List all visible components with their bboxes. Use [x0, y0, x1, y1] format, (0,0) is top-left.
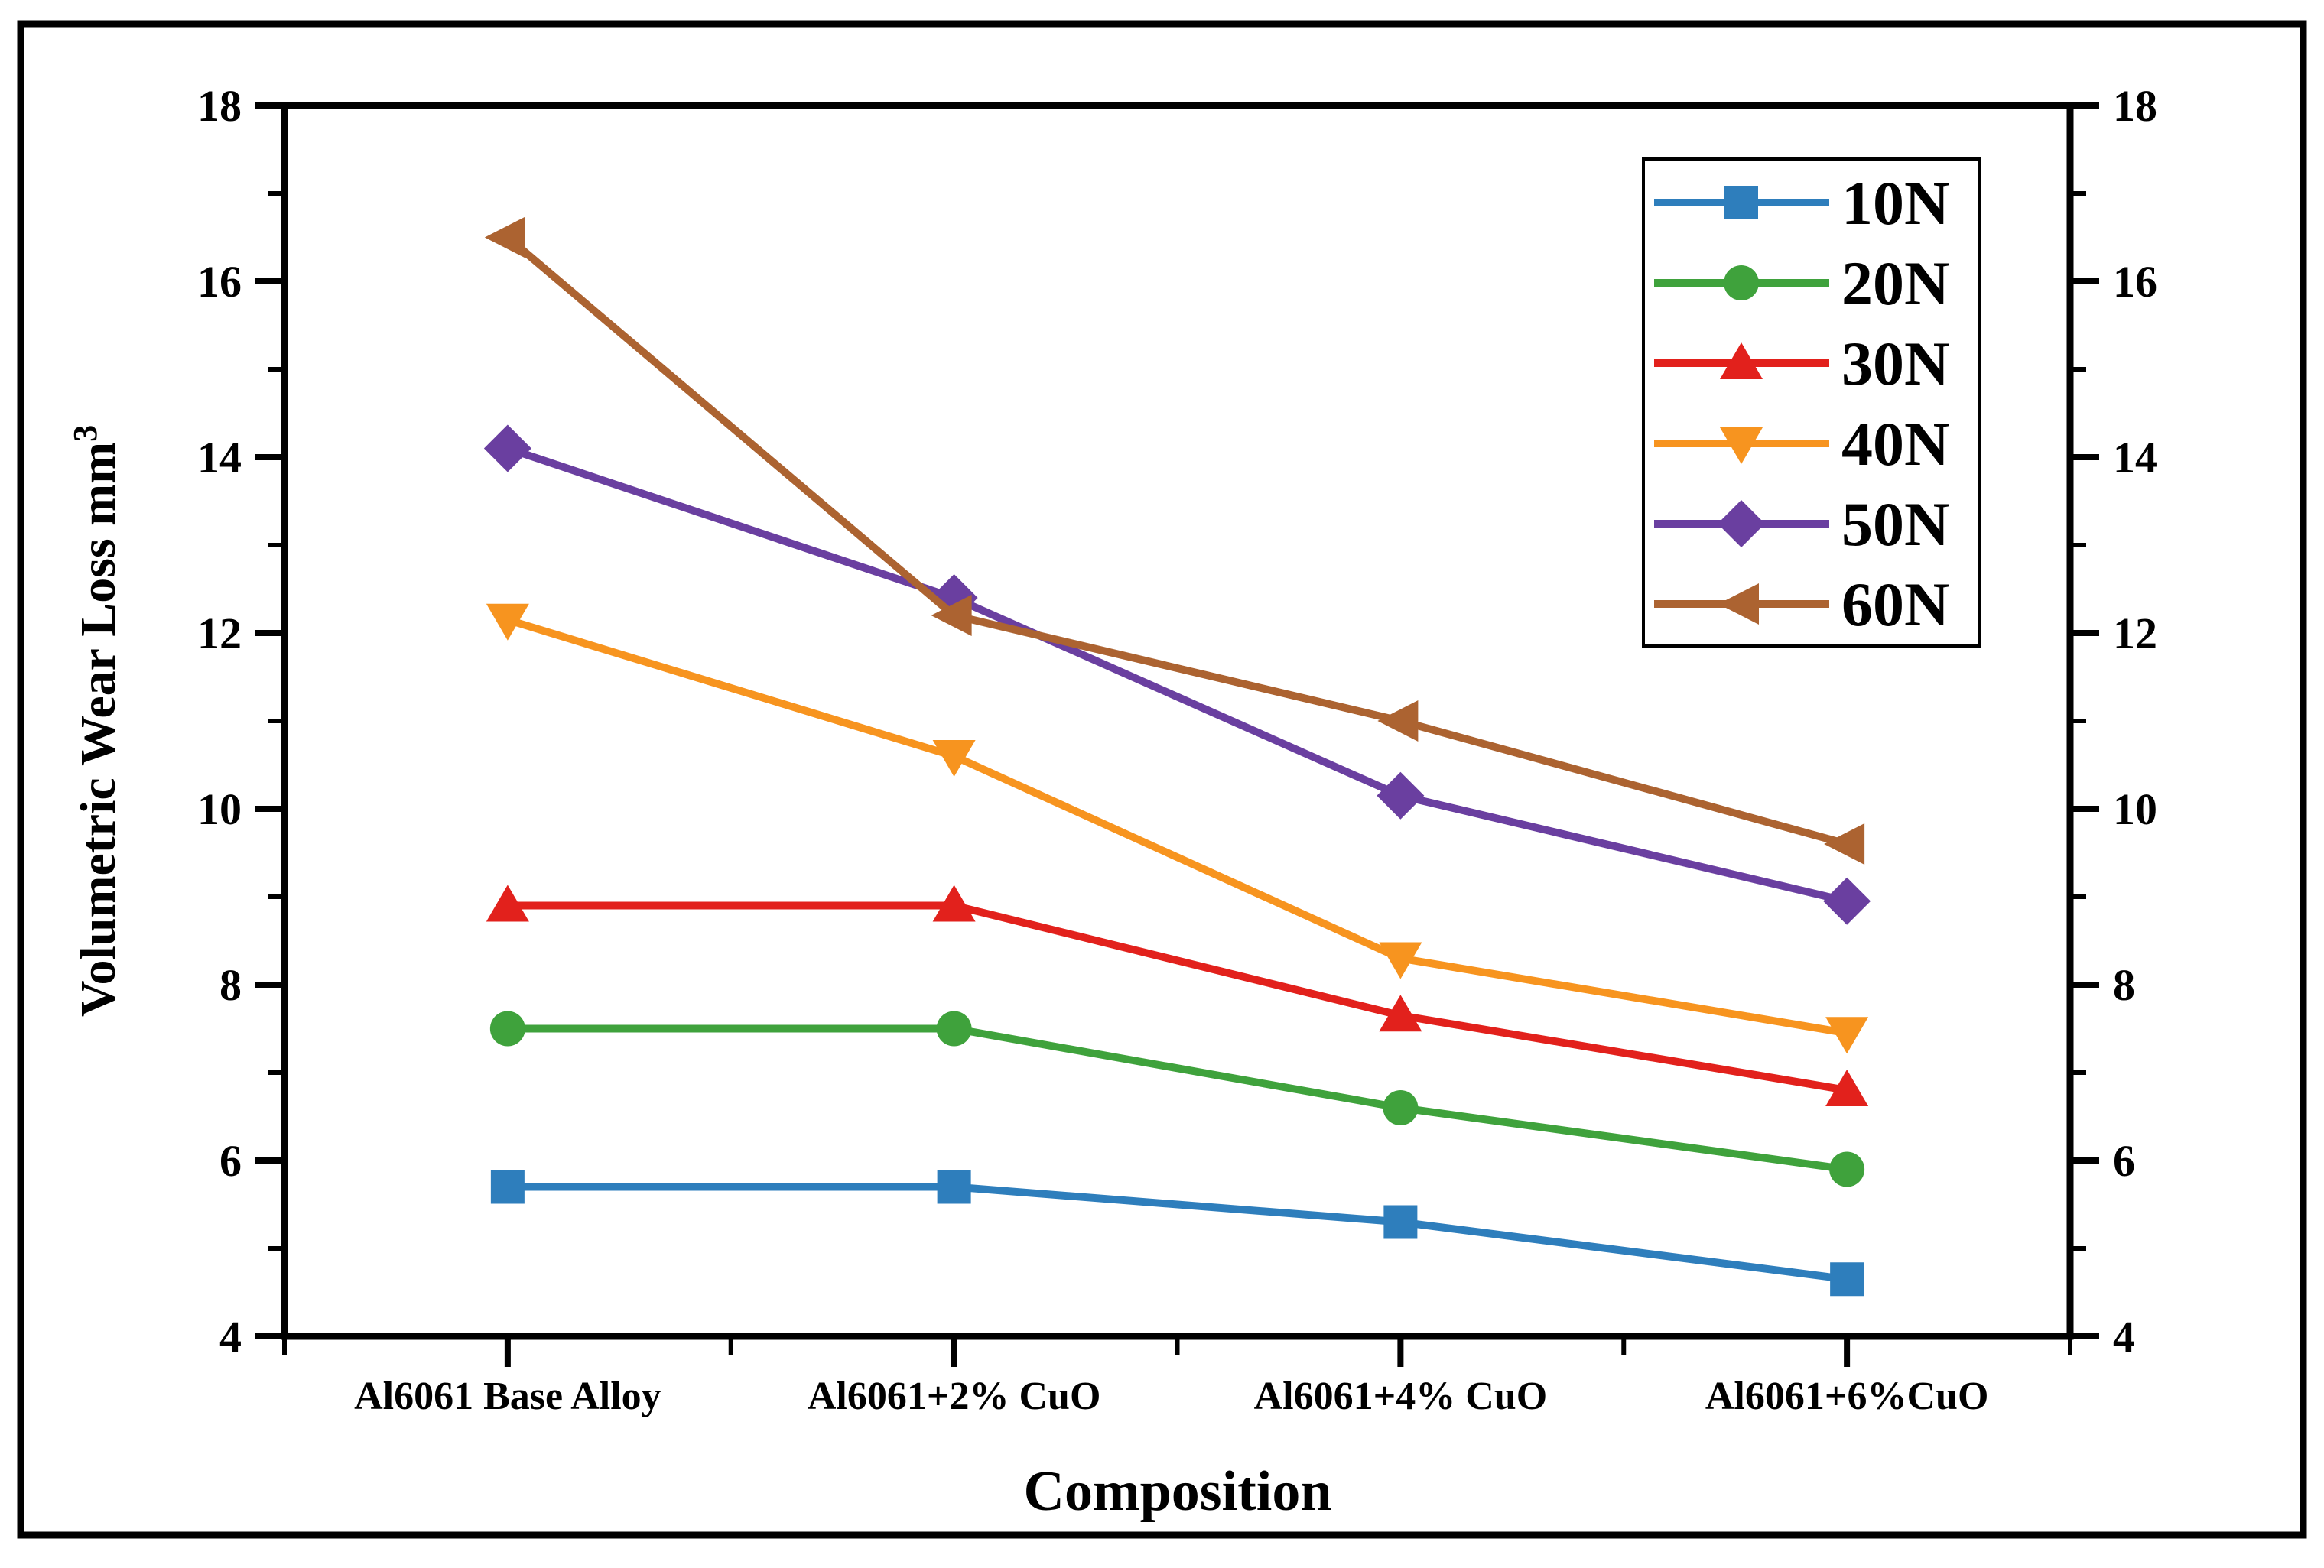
- y-tick-label-left: 10: [197, 784, 242, 834]
- data-point-marker: [1724, 186, 1758, 219]
- data-point-marker: [1720, 427, 1763, 464]
- series-40N: [486, 603, 1869, 1054]
- y-tick-label-left: 6: [219, 1136, 242, 1186]
- legend-entry-30N: 30N: [1654, 329, 1949, 398]
- legend-label: 40N: [1841, 409, 1949, 479]
- x-tick-label: Al6061+2% CuO: [808, 1375, 1101, 1418]
- legend-label: 10N: [1841, 168, 1949, 238]
- y-tick-label-right: 14: [2113, 433, 2157, 482]
- y-axis-title: Volumetric Wear Loss mm3: [67, 425, 126, 1017]
- legend-box: [1642, 157, 1981, 648]
- legend-entry-50N: 50N: [1654, 489, 1949, 559]
- y-axis-title-text: Volumetric Wear Loss mm: [70, 442, 126, 1017]
- series-line-60N: [505, 234, 1848, 848]
- data-point-marker: [1823, 877, 1871, 925]
- y-tick-label-left: 16: [197, 257, 242, 307]
- data-point-marker: [1829, 1151, 1865, 1187]
- x-tick-label: Al6061 Base Alloy: [354, 1375, 661, 1418]
- series-10N: [490, 1170, 1864, 1297]
- legend-label: 20N: [1841, 248, 1949, 318]
- data-point-marker: [931, 595, 972, 636]
- x-axis-title: Composition: [1024, 1460, 1332, 1523]
- data-point-marker: [490, 1170, 525, 1204]
- y-tick-label-left: 12: [197, 609, 242, 658]
- legend-entry-40N: 40N: [1654, 409, 1949, 479]
- series-20N: [489, 1011, 1865, 1187]
- y-tick-label-right: 12: [2113, 609, 2157, 658]
- series-60N: [484, 216, 1865, 865]
- legend-label: 30N: [1841, 329, 1949, 398]
- data-point-marker: [1383, 1205, 1418, 1239]
- data-point-marker: [932, 885, 976, 922]
- data-point-marker: [489, 1011, 525, 1047]
- data-point-marker: [1379, 942, 1422, 979]
- data-point-marker: [936, 1011, 972, 1047]
- data-point-marker: [483, 424, 531, 472]
- series-line-10N: [507, 1183, 1848, 1284]
- data-point-marker: [1824, 823, 1865, 865]
- data-point-marker: [1377, 700, 1419, 742]
- series-30N: [486, 885, 1869, 1106]
- data-point-marker: [1830, 1262, 1864, 1297]
- y-tick-label-right: 18: [2113, 81, 2157, 131]
- data-point-marker: [1718, 500, 1765, 547]
- y-tick-label-right: 16: [2113, 257, 2157, 307]
- y-tick-label-right: 6: [2113, 1136, 2135, 1186]
- data-point-marker: [486, 885, 529, 922]
- series-line-30N: [507, 901, 1848, 1094]
- legend-label: 50N: [1841, 489, 1949, 559]
- y-tick-label-left: 18: [197, 81, 242, 131]
- data-point-marker: [1724, 265, 1759, 300]
- y-tick-label-right: 8: [2113, 960, 2135, 1010]
- data-point-marker: [1718, 583, 1759, 625]
- data-point-marker: [484, 216, 525, 258]
- legend-label: 60N: [1841, 570, 1949, 639]
- series-line-40N: [506, 615, 1848, 1037]
- legend-entry-10N: 10N: [1654, 168, 1949, 238]
- y-tick-label-left: 14: [197, 433, 242, 482]
- y-tick-label-left: 8: [219, 960, 242, 1010]
- y-axis-title-superscript: 3: [67, 425, 104, 442]
- legend-entry-60N: 60N: [1654, 570, 1949, 639]
- y-tick-label-left: 4: [219, 1312, 242, 1362]
- data-point-marker: [937, 1170, 971, 1204]
- data-point-marker: [1379, 995, 1422, 1032]
- x-tick-label: Al6061+6%CuO: [1705, 1375, 1989, 1418]
- y-tick-label-right: 4: [2113, 1312, 2135, 1362]
- data-point-marker: [1720, 342, 1763, 379]
- data-point-marker: [1377, 771, 1425, 820]
- data-point-marker: [1825, 1070, 1869, 1106]
- data-point-marker: [486, 603, 529, 641]
- figure-border: [17, 20, 2307, 1539]
- data-point-marker: [1383, 1090, 1419, 1125]
- series-line-50N: [506, 444, 1848, 905]
- x-tick-label: Al6061+4% CuO: [1254, 1375, 1548, 1418]
- legend-entry-20N: 20N: [1654, 248, 1949, 318]
- y-tick-label-right: 10: [2113, 784, 2157, 834]
- data-point-marker: [932, 740, 976, 777]
- series-line-20N: [507, 1024, 1848, 1174]
- data-point-marker: [1825, 1017, 1869, 1054]
- legend: 10N 20N 30N 40N 50N 60N: [1642, 157, 1981, 648]
